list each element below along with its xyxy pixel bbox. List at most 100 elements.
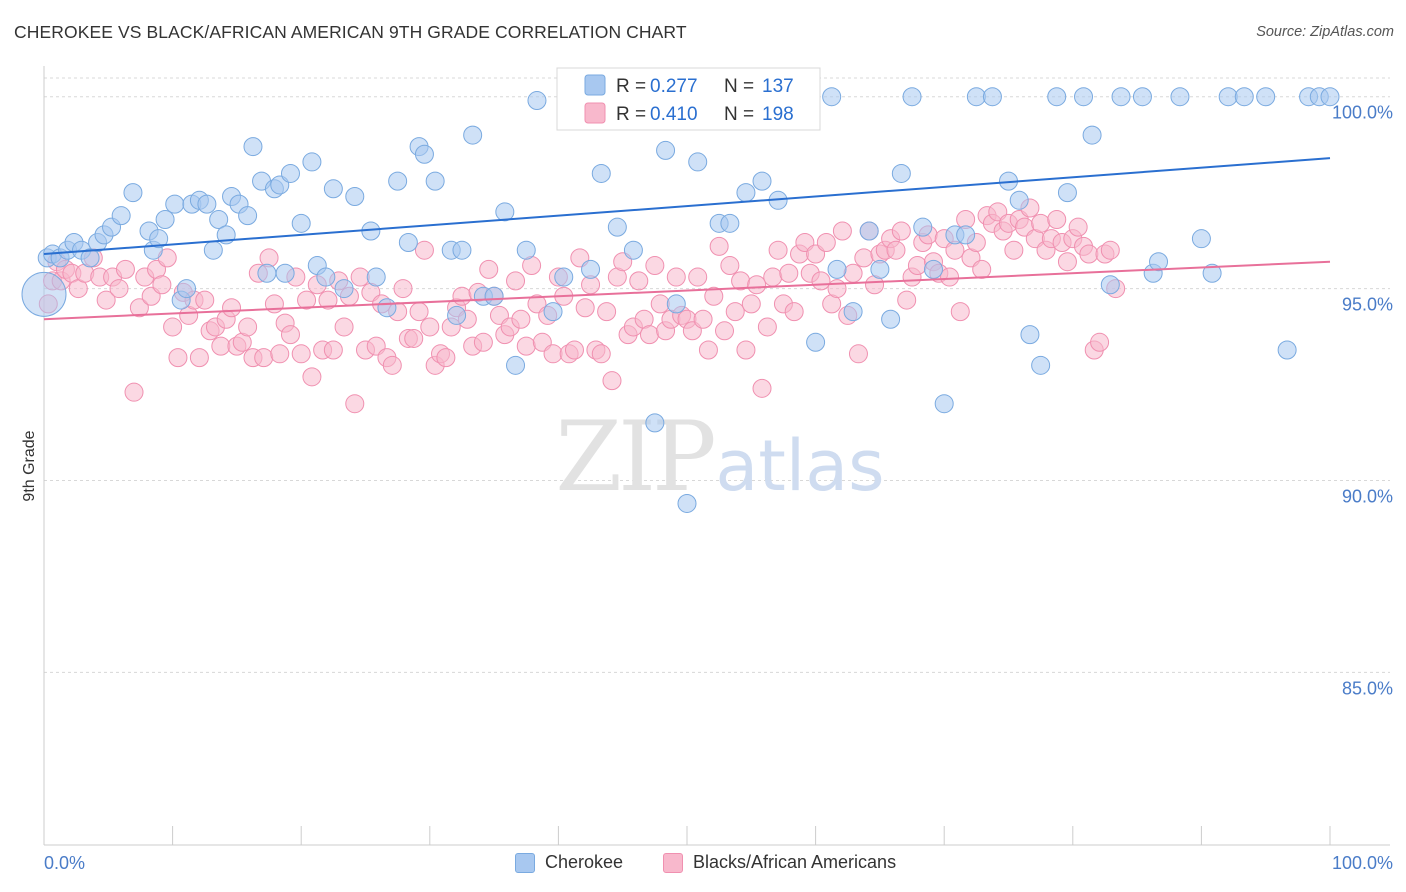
legend-item-black[interactable]: Blacks/African Americans bbox=[663, 852, 896, 873]
cherokee-point bbox=[257, 263, 277, 283]
black-point bbox=[334, 317, 354, 337]
cherokee-point bbox=[527, 91, 547, 111]
black-point bbox=[1031, 213, 1051, 233]
black-point bbox=[96, 290, 116, 310]
black-point bbox=[602, 371, 622, 391]
cherokee-point bbox=[1009, 190, 1029, 210]
scatter-points bbox=[21, 87, 1340, 513]
cherokee-point bbox=[1020, 325, 1040, 345]
black-point bbox=[848, 344, 868, 364]
black-point bbox=[409, 302, 429, 322]
cherokee-point bbox=[177, 279, 197, 299]
cherokee-point bbox=[203, 240, 223, 260]
black-point bbox=[907, 256, 927, 276]
tick-labels: 85.0% 90.0% 95.0% 100.0% 0.0% 100.0% bbox=[44, 103, 1393, 873]
cherokee-point bbox=[1149, 252, 1169, 272]
legend-item-cherokee[interactable]: Cherokee bbox=[515, 852, 623, 873]
black-point bbox=[768, 240, 788, 260]
black-r-label: R = bbox=[616, 104, 646, 125]
cherokee-point bbox=[891, 163, 911, 183]
cherokee-n-value: 137 bbox=[762, 76, 794, 97]
cherokee-point bbox=[902, 87, 922, 107]
black-point bbox=[382, 355, 402, 375]
cherokee-point bbox=[870, 259, 890, 279]
cherokee-point bbox=[165, 194, 185, 214]
cherokee-point bbox=[463, 125, 483, 145]
cherokee-point bbox=[645, 413, 665, 433]
black-point bbox=[195, 290, 215, 310]
cherokee-point bbox=[656, 140, 676, 160]
black-point bbox=[720, 256, 740, 276]
black-point bbox=[323, 340, 343, 360]
black-point bbox=[897, 290, 917, 310]
legend-swatch-cherokee bbox=[515, 852, 535, 873]
legend-label-cherokee: Cherokee bbox=[545, 852, 624, 872]
black-point bbox=[811, 271, 831, 291]
cherokee-point bbox=[398, 233, 418, 253]
black-point bbox=[163, 317, 183, 337]
x-tick-label: 0.0% bbox=[44, 853, 85, 873]
cherokee-point bbox=[291, 213, 311, 233]
cherokee-point bbox=[414, 144, 434, 164]
cherokee-point bbox=[1111, 87, 1131, 107]
black-point bbox=[115, 259, 135, 279]
black-point bbox=[645, 256, 665, 276]
y-axis-label: 9th Grade bbox=[21, 430, 38, 501]
cherokee-trend-line bbox=[43, 157, 1331, 256]
stats-legend-box: R = 0.277 N = 137 R = 0.410 N = 198 bbox=[556, 67, 821, 131]
watermark-zip: ZIP bbox=[555, 401, 714, 513]
cherokee-point bbox=[923, 259, 943, 279]
black-point bbox=[891, 221, 911, 241]
cherokee-point bbox=[934, 394, 954, 414]
black-point bbox=[666, 267, 686, 287]
cherokee-point bbox=[827, 259, 847, 279]
black-point bbox=[350, 267, 370, 287]
cherokee-point bbox=[1218, 87, 1238, 107]
chart-title: CHEROKEE VS BLACK/AFRICAN AMERICAN 9TH G… bbox=[14, 22, 687, 42]
cherokee-point bbox=[80, 248, 100, 268]
black-r-value: 0.410 bbox=[650, 104, 698, 125]
black-point bbox=[854, 248, 874, 268]
black-point bbox=[168, 348, 188, 368]
black-point bbox=[189, 348, 209, 368]
black-point bbox=[1047, 209, 1067, 229]
cherokee-point bbox=[209, 209, 229, 229]
cherokee-point bbox=[1234, 87, 1254, 107]
cherokee-point bbox=[111, 206, 131, 226]
cherokee-point bbox=[495, 202, 515, 222]
black-stats-swatch bbox=[584, 102, 606, 124]
black-point bbox=[752, 378, 772, 398]
cherokee-point bbox=[859, 221, 879, 241]
cherokee-point bbox=[197, 194, 217, 214]
cherokee-point bbox=[843, 302, 863, 322]
cherokee-point bbox=[302, 152, 322, 172]
cherokee-point bbox=[1132, 87, 1152, 107]
black-point bbox=[816, 233, 836, 253]
cherokee-r-label: R = bbox=[616, 76, 646, 97]
cherokee-point bbox=[377, 298, 397, 318]
cherokee-point bbox=[1100, 275, 1120, 295]
black-point bbox=[1068, 217, 1088, 237]
black-point bbox=[843, 263, 863, 283]
cherokee-point bbox=[913, 217, 933, 237]
black-point bbox=[124, 382, 144, 402]
cherokee-point bbox=[388, 171, 408, 191]
black-point bbox=[693, 309, 713, 329]
black-point bbox=[297, 290, 317, 310]
black-point bbox=[420, 317, 440, 337]
black-point bbox=[1057, 252, 1077, 272]
cherokee-point bbox=[720, 213, 740, 233]
black-point bbox=[152, 275, 172, 295]
cherokee-point bbox=[275, 263, 295, 283]
black-point bbox=[109, 279, 129, 299]
cherokee-point bbox=[1057, 183, 1077, 203]
black-point bbox=[650, 294, 670, 314]
black-point bbox=[479, 259, 499, 279]
black-point bbox=[950, 302, 970, 322]
black-point bbox=[779, 263, 799, 283]
black-point bbox=[972, 259, 992, 279]
x-tick-label: 100.0% bbox=[1332, 853, 1393, 873]
cherokee-point bbox=[1082, 125, 1102, 145]
cherokee-point bbox=[581, 259, 601, 279]
